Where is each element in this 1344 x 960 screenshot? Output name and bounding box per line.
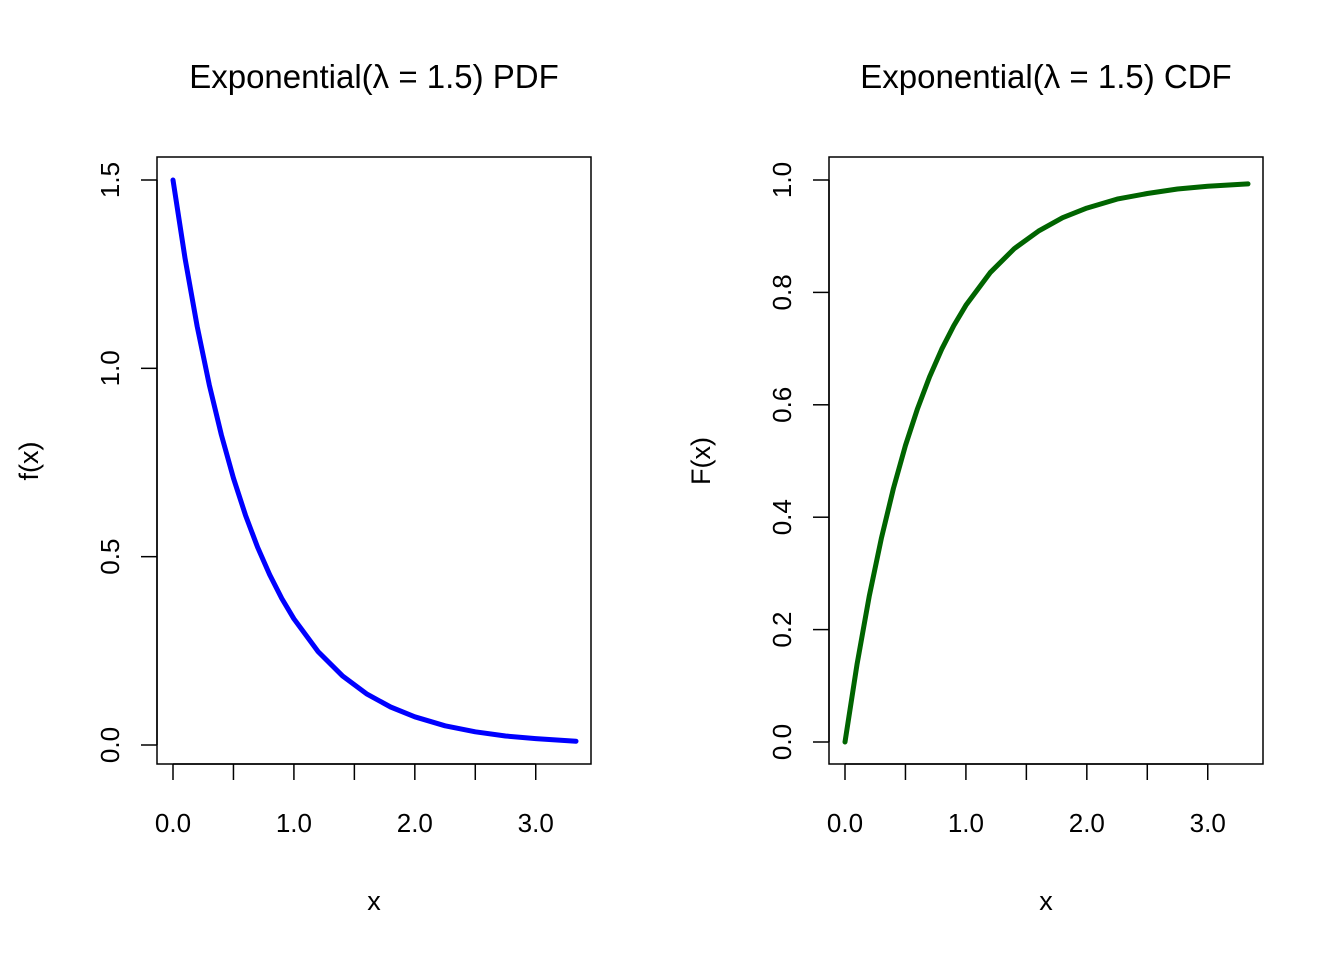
cdf-x-tick-label: 2.0 <box>1069 808 1105 838</box>
pdf-y-tick-label: 0.0 <box>95 727 125 763</box>
cdf-x-tick-label: 3.0 <box>1190 808 1226 838</box>
cdf-x-tick-label: 1.0 <box>948 808 984 838</box>
pdf-title: Exponential(λ = 1.5) PDF <box>189 58 559 95</box>
pdf-curve <box>170 177 579 744</box>
pdf-y-tick-label: 0.5 <box>95 539 125 575</box>
cdf-y-tick-label: 1.0 <box>767 162 797 198</box>
pdf-x-tick-label: 0.0 <box>155 808 191 838</box>
cdf-panel: Exponential(λ = 1.5) CDF x F(x) 0.0 1.0 2.… <box>686 58 1264 916</box>
cdf-x-axis-label: x <box>1039 886 1053 916</box>
pdf-x-axis-label: x <box>367 886 381 916</box>
pdf-panel: Exponential(λ = 1.5) PDF x f(x) 0.0 1.0 2.… <box>14 58 592 916</box>
cdf-y-axis-label: F(x) <box>686 437 716 485</box>
cdf-plot-frame <box>828 156 1264 765</box>
pdf-y-axis-label: f(x) <box>14 442 44 481</box>
pdf-x-tick-label: 3.0 <box>518 808 554 838</box>
cdf-curve <box>842 181 1251 745</box>
pdf-y-tick-label: 1.0 <box>95 350 125 386</box>
cdf-y-tick-label: 0.0 <box>767 724 797 760</box>
cdf-ticks: 0.0 1.0 2.0 3.0 0.0 0.2 0.4 0.6 0.8 1.0 <box>767 162 1226 838</box>
pdf-x-tick-label: 1.0 <box>276 808 312 838</box>
cdf-title: Exponential(λ = 1.5) CDF <box>860 58 1231 95</box>
cdf-y-tick-label: 0.4 <box>767 499 797 535</box>
pdf-x-tick-label: 2.0 <box>397 808 433 838</box>
cdf-y-tick-label: 0.2 <box>767 612 797 648</box>
cdf-y-tick-label: 0.6 <box>767 387 797 423</box>
cdf-y-tick-label: 0.8 <box>767 274 797 310</box>
pdf-plot-frame <box>156 156 592 765</box>
cdf-x-tick-label: 0.0 <box>827 808 863 838</box>
pdf-ticks: 0.0 1.0 2.0 3.0 0.0 0.5 1.0 1.5 <box>95 162 554 838</box>
pdf-y-tick-label: 1.5 <box>95 162 125 198</box>
